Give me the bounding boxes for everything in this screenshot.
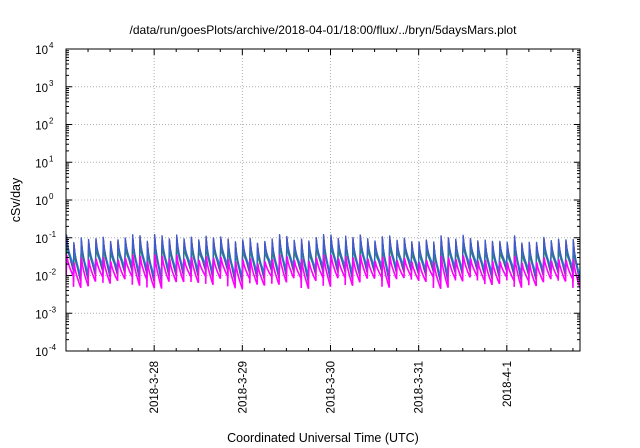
y-tick-label: 10 <box>35 347 48 359</box>
x-tick-label: 2018-3-31 <box>414 361 426 413</box>
x-tick-label: 2018-3-30 <box>325 361 337 413</box>
y-tick-label: 10 <box>35 158 48 170</box>
data-series <box>66 233 580 290</box>
series-line <box>66 233 580 282</box>
y-tick-label: 10 <box>35 196 48 208</box>
y-tick-label: 10 <box>35 121 48 133</box>
x-tick-label: 2018-4-1 <box>502 361 514 407</box>
y-tick-exponent: -2 <box>49 268 57 277</box>
y-tick-exponent: 0 <box>49 192 54 201</box>
y-tick-label: 10 <box>35 234 48 246</box>
y-tick-exponent: 2 <box>49 117 54 126</box>
y-tick-exponent: 4 <box>49 41 54 50</box>
grid <box>66 49 580 351</box>
series-line <box>66 254 580 290</box>
plot-frame <box>65 48 581 352</box>
chart-title: /data/run/goesPlots/archive/2018-04-01/1… <box>130 23 518 37</box>
x-axis-ticks: 2018-3-28 2018-3-29 2018-3-30 2018-3-31 2018… <box>87 49 574 413</box>
x-tick-label: 2018-3-28 <box>149 361 161 413</box>
y-axis-label: cSv/day <box>9 177 23 222</box>
y-tick-label: 10 <box>35 83 48 95</box>
y-tick-label: 10 <box>35 272 48 284</box>
y-tick-label: 10 <box>35 45 48 57</box>
x-axis-label: Coordinated Universal Time (UTC) <box>227 431 419 445</box>
y-tick-exponent: -3 <box>49 305 57 314</box>
y-tick-label: 10 <box>35 309 48 321</box>
y-tick-exponent: -1 <box>49 230 57 239</box>
y-tick-exponent: -4 <box>49 343 57 352</box>
y-tick-exponent: 3 <box>49 79 54 88</box>
x-tick-label: 2018-3-29 <box>237 361 249 413</box>
y-tick-exponent: 1 <box>49 154 54 163</box>
